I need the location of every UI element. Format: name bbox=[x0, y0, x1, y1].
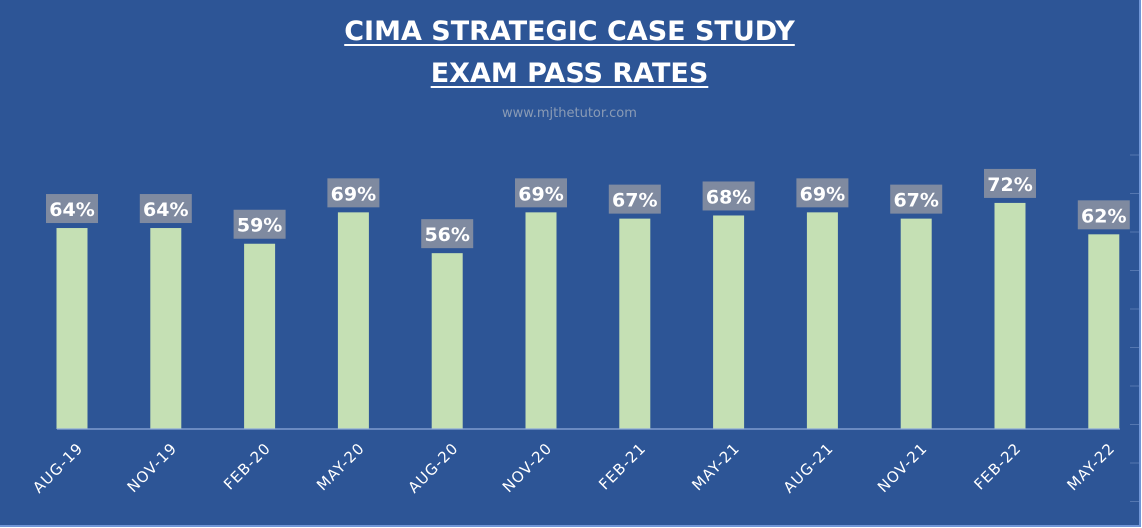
data-label: 56% bbox=[424, 224, 469, 246]
x-tick-label: FEB-21 bbox=[595, 439, 649, 493]
x-tick-label: NOV-20 bbox=[499, 439, 556, 496]
bar bbox=[806, 212, 838, 429]
data-label: 62% bbox=[1081, 205, 1126, 227]
x-tick-label: MAY-20 bbox=[313, 439, 368, 494]
bar bbox=[619, 218, 651, 429]
data-label: 69% bbox=[331, 183, 376, 205]
data-label-box bbox=[46, 194, 98, 224]
x-tick-label: NOV-19 bbox=[124, 439, 181, 496]
data-label: 64% bbox=[49, 199, 94, 221]
data-label: 72% bbox=[987, 174, 1032, 196]
bar bbox=[244, 243, 276, 429]
data-label: 59% bbox=[237, 215, 282, 237]
data-label-box bbox=[702, 181, 755, 211]
data-label: 67% bbox=[612, 190, 657, 212]
data-label-box bbox=[1077, 200, 1130, 230]
data-label-box bbox=[608, 184, 661, 214]
bar bbox=[1088, 234, 1120, 429]
data-label: 64% bbox=[143, 199, 188, 221]
chart-title-line-1: CIMA STRATEGIC CASE STUDY bbox=[344, 16, 795, 47]
data-label-box bbox=[421, 219, 474, 249]
bar bbox=[994, 202, 1026, 429]
data-label-box bbox=[796, 178, 849, 208]
data-label-box bbox=[890, 184, 943, 214]
bar bbox=[56, 228, 88, 429]
bar bbox=[713, 215, 745, 429]
data-label: 69% bbox=[800, 183, 845, 205]
x-tick-label: NOV-21 bbox=[874, 439, 931, 496]
x-tick-label: AUG-19 bbox=[29, 439, 87, 497]
chart-title-line-2: EXAM PASS RATES bbox=[430, 58, 709, 89]
bar bbox=[337, 212, 369, 429]
bar bbox=[431, 253, 463, 429]
bar bbox=[900, 218, 932, 429]
data-label: 68% bbox=[706, 186, 751, 208]
data-label-box bbox=[327, 178, 380, 208]
x-tick-label: AUG-21 bbox=[780, 439, 838, 497]
x-tick-label: MAY-21 bbox=[688, 439, 743, 494]
data-label-box bbox=[233, 209, 286, 239]
x-tick-label: AUG-20 bbox=[404, 439, 462, 497]
data-label: 69% bbox=[518, 183, 563, 205]
data-label-box bbox=[139, 194, 192, 224]
data-label-box bbox=[515, 178, 567, 208]
x-tick-label: FEB-20 bbox=[220, 439, 274, 493]
x-tick-label: MAY-22 bbox=[1064, 439, 1119, 494]
chart-subtitle: www.mjthetutor.com bbox=[502, 106, 637, 121]
data-label: 67% bbox=[893, 190, 938, 212]
data-label-box bbox=[984, 168, 1036, 198]
x-tick-label: FEB-22 bbox=[970, 439, 1024, 493]
bar bbox=[525, 212, 557, 429]
bar bbox=[150, 228, 182, 429]
